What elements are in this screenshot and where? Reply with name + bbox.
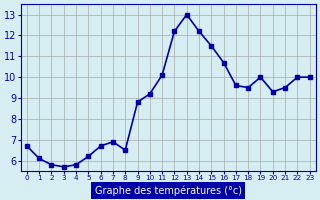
X-axis label: Graphe des températures (°c): Graphe des températures (°c) [95, 185, 242, 196]
